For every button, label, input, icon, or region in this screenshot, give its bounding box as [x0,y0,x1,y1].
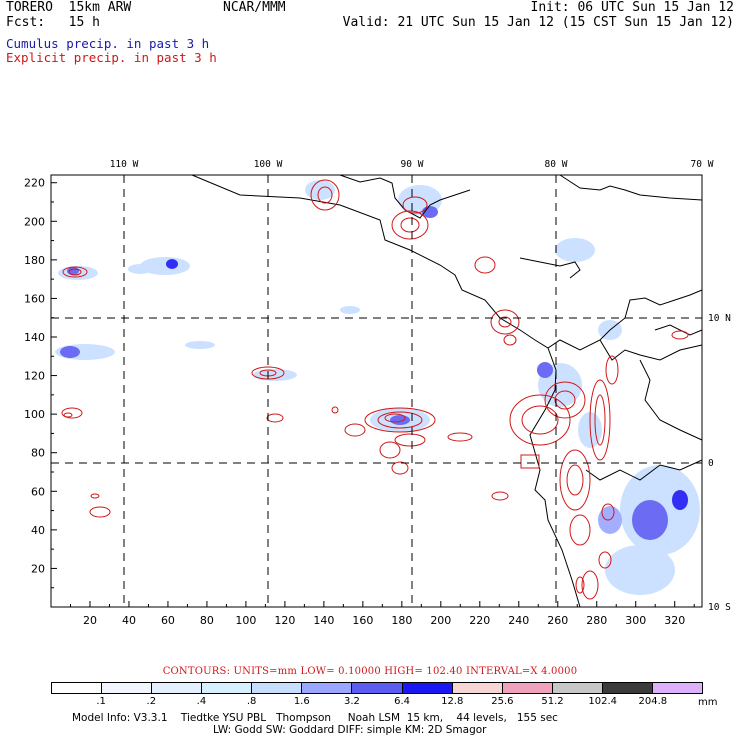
init-time: Init: 06 UTC Sun 15 Jan 12 [530,0,735,15]
y-tick-label: 60 [31,485,45,498]
contours-info: CONTOURS: UNITS=mm LOW= 0.10000 HIGH= 10… [162,666,578,677]
lon-label: 70 W [691,159,714,170]
latitude-labels: 10 N 0 10 S [708,313,731,613]
y-tick-label: 80 [31,447,45,460]
colorbar-swatch [252,683,303,693]
colorbar-label: 1.6 [293,696,310,707]
colorbar-swatch [352,683,403,693]
explicit-precip-contours [61,179,689,600]
x-tick-label: 320 [664,614,685,627]
colorbar-swatch [452,683,503,693]
lon-label: 90 W [401,159,424,170]
lon-label: 100 W [254,159,283,170]
valid-time: Valid: 21 UTC Sun 15 Jan 12 (15 CST Sun … [342,15,734,30]
y-tick-label: 20 [31,562,45,575]
x-tick-label: 260 [547,614,568,627]
longitude-labels: 110 W 100 W 90 W 80 W 70 W [110,159,714,170]
x-tick-label: 120 [274,614,295,627]
x-tick-label: 220 [469,614,490,627]
coastlines [191,174,703,608]
x-tick-label: 100 [235,614,256,627]
colorbar-swatch [52,683,103,693]
colorbar-label: 204.8 [638,696,668,707]
x-tick-label: 80 [200,614,214,627]
colorbar-swatch [502,683,553,693]
lon-label: 80 W [545,159,568,170]
colorbar-label: 51.2 [541,696,564,707]
colorbar-swatch [102,683,153,693]
colorbar-label: 25.6 [491,696,514,707]
axis-tick-labels: 20 40 60 80 100 120 140 160 180 200 220 240 260 280 30… [24,177,685,627]
colorbar-swatch [602,683,653,693]
colorbar-label: .1 [96,696,106,707]
x-tick-label: 300 [625,614,646,627]
x-tick-label: 40 [122,614,136,627]
x-tick-label: 240 [508,614,529,627]
x-tick-label: 280 [586,614,607,627]
colorbar-units: mm [698,697,718,708]
x-tick-label: 20 [83,614,97,627]
axis-ticks [50,182,695,608]
x-tick-label: 180 [391,614,412,627]
y-tick-label: 160 [24,292,45,305]
y-tick-label: 200 [24,215,45,228]
legend-cumulus: Cumulus precip. in past 3 h [6,36,210,51]
y-tick-label: 220 [24,177,45,190]
colorbar-label: .2 [146,696,157,707]
colorbar-label: .4 [196,696,207,707]
colorbar-label: 6.4 [394,696,411,707]
x-tick-label: 60 [161,614,175,627]
colorbar-label: .8 [246,696,257,707]
legend-explicit: Explicit precip. in past 3 h [6,50,217,65]
y-tick-label: 100 [24,408,45,421]
x-tick-label: 200 [430,614,451,627]
colorbar-swatch [152,683,203,693]
colorbar-swatch [302,683,353,693]
x-tick-label: 160 [352,614,373,627]
lon-label: 110 W [110,159,139,170]
precip-colorbar [51,682,703,694]
colorbar-swatch [402,683,453,693]
forecast-hour: Fcst: 15 h [6,15,100,30]
graticule [51,175,702,607]
lat-label: 10 N [708,313,731,324]
colorbar-label: 12.8 [441,696,464,707]
y-tick-label: 40 [31,524,45,537]
model-title: TORERO 15km ARW [6,0,132,15]
model-info: Model Info: V3.3.1 Tiedtke YSU PBL Thomp… [72,712,558,724]
lat-label: 10 S [708,602,731,613]
y-tick-label: 120 [24,370,45,383]
colorbar-label: 3.2 [343,696,360,707]
x-tick-label: 140 [313,614,334,627]
map-frame [50,174,703,608]
colorbar-swatch [552,683,603,693]
colorbar-label: 102.4 [588,696,618,707]
org-label: NCAR/MMM [223,0,286,15]
lat-label: 0 [708,458,714,469]
colorbar-swatch [652,683,703,693]
y-tick-label: 180 [24,254,45,267]
y-tick-label: 140 [24,331,45,344]
model-info-physics: LW: Godd SW: Goddard DIFF: simple KM: 2D… [213,724,487,736]
colorbar-swatch [202,683,253,693]
